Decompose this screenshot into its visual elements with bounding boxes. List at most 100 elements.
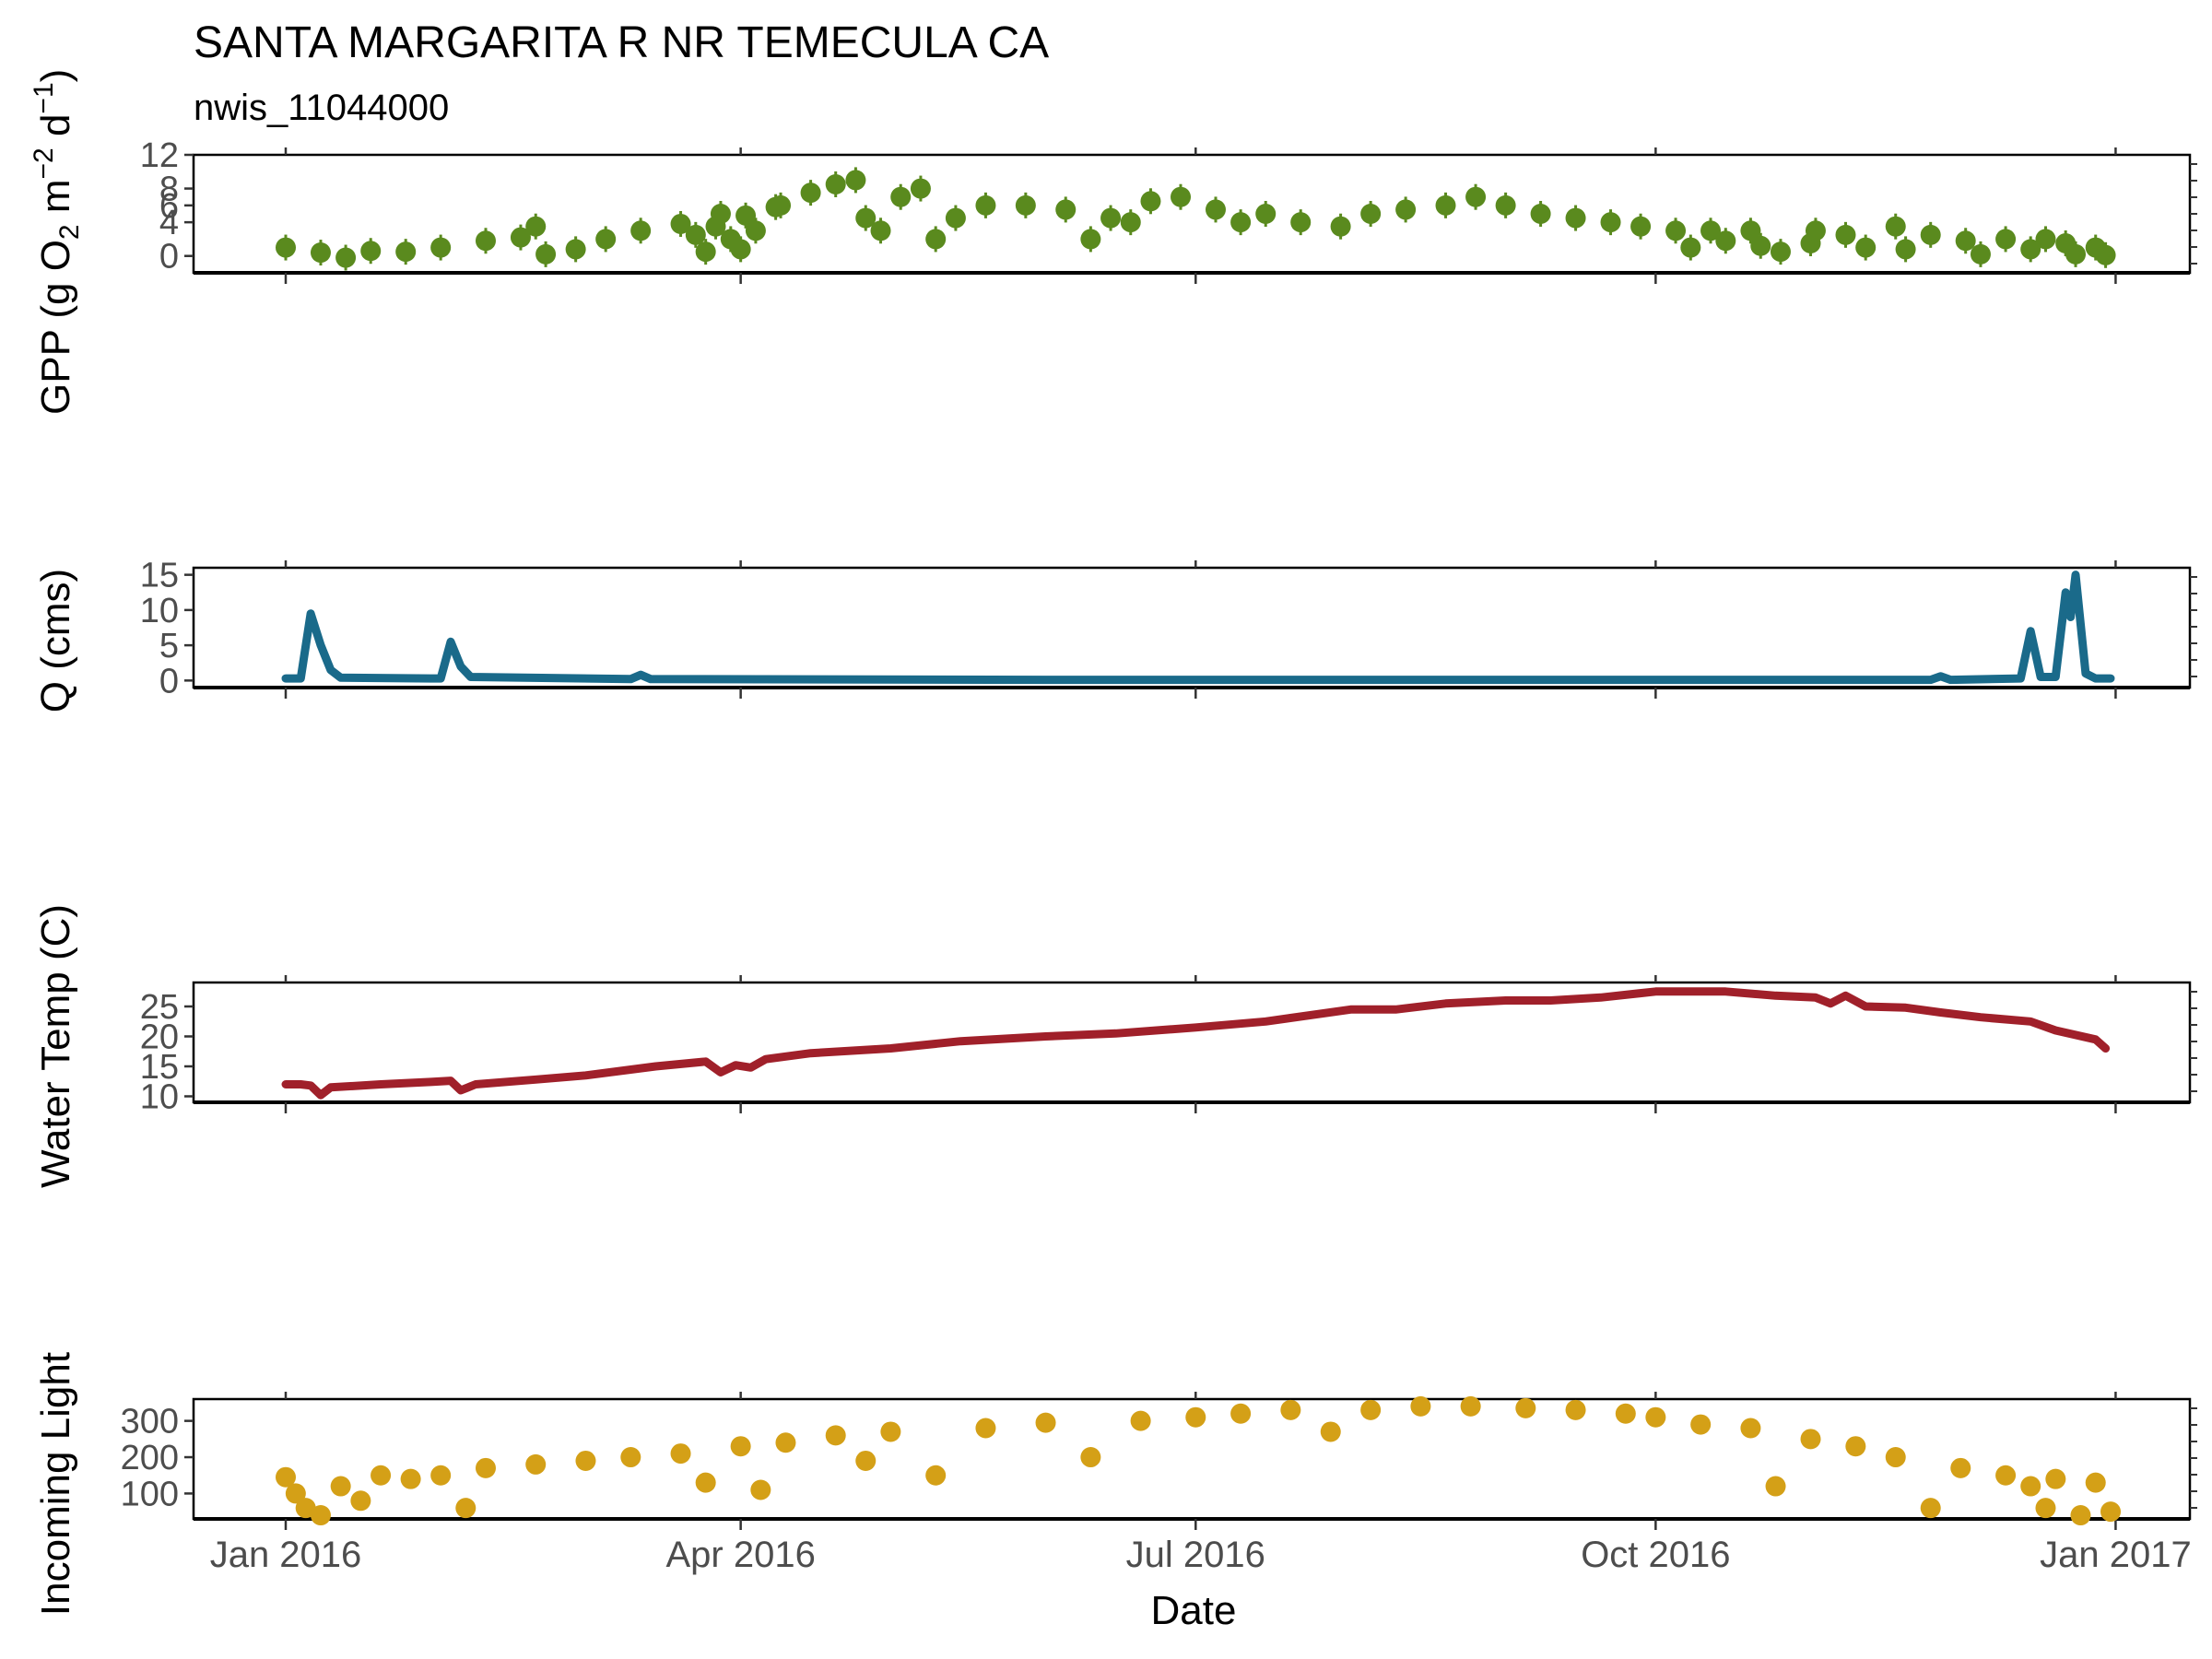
light-data-point (2070, 1505, 2091, 1526)
light-data-point (2100, 1501, 2121, 1523)
gpp-data-point (1055, 199, 1077, 220)
light-data-point (575, 1450, 596, 1471)
gpp-data-point (510, 227, 531, 248)
light-data-point (1615, 1403, 1636, 1424)
light-data-point (2035, 1498, 2056, 1519)
light-data-point (455, 1498, 477, 1519)
gpp-ylabel-sup2: −1 (29, 82, 59, 113)
light-data-point (670, 1443, 691, 1465)
light-data-point (1280, 1399, 1301, 1420)
gpp-data-point (800, 182, 821, 204)
gpp-data-point (1750, 235, 1771, 256)
gpp-data-point (1995, 229, 2017, 250)
light-data-point (276, 1466, 296, 1488)
light-data-point (730, 1436, 751, 1457)
gpp-data-point (890, 186, 912, 207)
gpp-ylabel-sub: 2 (54, 224, 85, 240)
gpp-data-point (1600, 212, 1621, 233)
gpp-data-point (1360, 204, 1382, 224)
light-data-point (775, 1432, 796, 1453)
gpp-data-point (910, 178, 931, 199)
gpp-ytick-label: 6 (159, 187, 179, 226)
x-axis-label: Date (1151, 1588, 1237, 1633)
light-ytick-label: 200 (121, 1439, 179, 1477)
light-ytick-label: 100 (121, 1475, 179, 1513)
light-data-point (371, 1465, 392, 1486)
gpp-data-point (870, 220, 891, 241)
gpp-ylabel-sup1: −2 (29, 147, 59, 179)
xtick-label: Jan 2017 (2040, 1535, 2192, 1575)
gpp-ylabel-main: GPP (g O (33, 240, 78, 415)
light-data-point (1035, 1412, 1056, 1433)
light-data-point (310, 1505, 331, 1526)
light-data-point (1515, 1397, 1536, 1418)
light-ytick-label: 300 (121, 1403, 179, 1441)
gpp-data-point (1740, 220, 1761, 241)
light-data-point (750, 1479, 771, 1500)
light-data-point (1800, 1429, 1821, 1450)
gpp-data-point (1665, 220, 1687, 241)
gpp-data-point (595, 229, 617, 250)
gpp-data-point (745, 220, 766, 241)
gpp-data-point (735, 205, 757, 226)
gpp-data-point (855, 207, 877, 229)
light-data-point (350, 1490, 371, 1512)
gpp-ytick-label: 4 (159, 204, 179, 242)
gpp-data-point (1530, 204, 1551, 224)
gpp-data-point (1805, 220, 1826, 241)
gpp-data-point (360, 241, 382, 262)
gpp-data-point (975, 194, 996, 216)
gpp-data-point (845, 170, 866, 191)
light-data-point (2085, 1472, 2106, 1493)
gpp-data-point (630, 220, 652, 241)
q-ytick-label: 0 (159, 662, 179, 700)
gpp-data-point (695, 241, 716, 263)
gpp-panel-frame (192, 153, 2192, 275)
light-data-point (825, 1425, 846, 1446)
gpp-data-point (1435, 194, 1456, 216)
light-data-point (855, 1450, 877, 1471)
gpp-data-point (1171, 186, 1192, 207)
gpp-data-point (1120, 212, 1141, 233)
light-ylabel: Incoming Light (33, 1352, 78, 1616)
gpp-data-point (1080, 229, 1101, 250)
xtick-label: Apr 2016 (665, 1535, 815, 1575)
light-data-point (1130, 1410, 1151, 1431)
light-data-point (2020, 1476, 2041, 1497)
light-data-point (285, 1483, 306, 1504)
light-data-point (1080, 1447, 1101, 1468)
temp-series-line (281, 987, 2111, 1100)
light-data-point (1920, 1498, 1941, 1519)
gpp-ylabel-end: d (33, 114, 78, 148)
q-panel-frame (192, 566, 2192, 689)
gpp-data-point (1630, 216, 1652, 237)
gpp-data-point (1770, 241, 1791, 263)
gpp-data-point (525, 216, 547, 237)
gpp-ylabel-mid: m (33, 180, 78, 225)
gpp-data-point (771, 194, 792, 216)
gpp-data-point (730, 239, 751, 260)
light-data-point (1410, 1395, 1431, 1417)
light-data-point (475, 1457, 496, 1478)
gpp-data-point (276, 237, 296, 258)
light-data-point (1360, 1399, 1382, 1420)
gpp-data-point (1920, 224, 1941, 245)
gpp-data-point (1715, 230, 1736, 252)
gpp-data-point (670, 213, 691, 234)
gpp-data-point (685, 224, 706, 245)
light-data-point (1995, 1465, 2017, 1486)
gpp-data-point (1100, 207, 1122, 229)
gpp-data-point (2065, 243, 2087, 265)
chart-subtitle: nwis_11044000 (194, 88, 449, 128)
gpp-data-point (2020, 239, 2041, 260)
gpp-data-point (710, 204, 731, 224)
gpp-data-point (925, 229, 947, 250)
gpp-data-point (475, 230, 496, 252)
gpp-data-point (945, 207, 966, 229)
gpp-data-point (310, 242, 331, 264)
